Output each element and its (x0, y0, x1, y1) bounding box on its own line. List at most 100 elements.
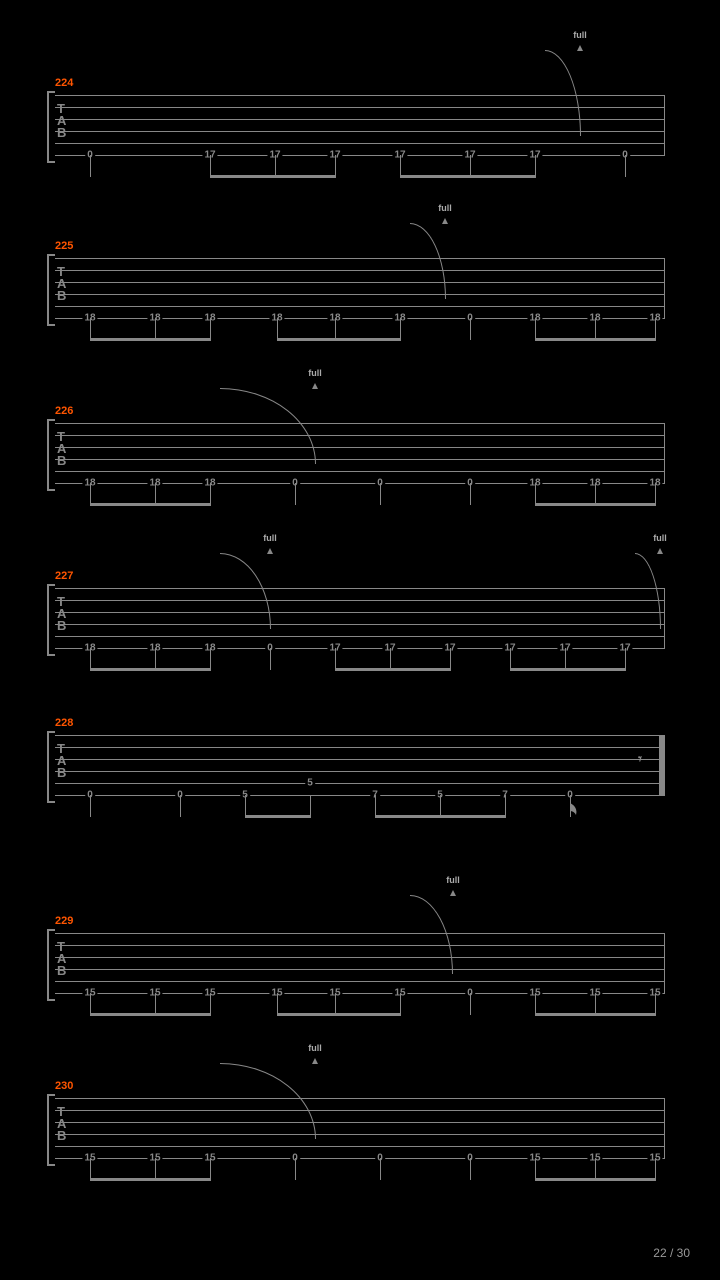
note-stem (90, 1158, 91, 1180)
note-stem (390, 648, 391, 670)
bend-label: full (653, 533, 667, 543)
beam (90, 503, 211, 506)
measure-number: 225 (55, 240, 73, 252)
note-stem (210, 1158, 211, 1180)
staff-line (55, 945, 665, 946)
tab-staff: TABfull1515151515150151515 (55, 933, 665, 993)
note-stem (155, 993, 156, 1015)
note-stem (625, 648, 626, 670)
measure-number: 227 (55, 570, 73, 582)
note-stem (90, 155, 91, 177)
measure-number: 226 (55, 405, 73, 417)
barline (664, 95, 665, 155)
staff-line (55, 783, 665, 784)
note-stem (655, 483, 656, 505)
staff-bracket (47, 1094, 55, 1166)
bend-curve (220, 388, 316, 464)
staff-line (55, 306, 665, 307)
tab-clef: TAB (57, 431, 66, 467)
staff-line (55, 282, 665, 283)
page-counter: 22 / 30 (653, 1246, 690, 1260)
note-stem (90, 318, 91, 340)
tab-clef: TAB (57, 941, 66, 977)
staff-line (55, 600, 665, 601)
note-stem (535, 318, 536, 340)
rest-icon: 𝄾 (638, 751, 642, 768)
barline (664, 588, 665, 648)
bend-curve (635, 553, 661, 629)
staff-bracket (47, 929, 55, 1001)
staff-line (55, 435, 665, 436)
bend-arrow-icon (577, 45, 583, 51)
beam (245, 815, 311, 818)
staff-line (55, 471, 665, 472)
note-stem (565, 648, 566, 670)
bend-curve (545, 50, 581, 136)
tab-measure: 225TABfull1818181818180181818 (55, 258, 665, 318)
staff-line (55, 155, 665, 156)
staff-line (55, 933, 665, 934)
staff-line (55, 624, 665, 625)
note-stem (470, 483, 471, 505)
staff-line (55, 143, 665, 144)
measure-number: 224 (55, 77, 73, 89)
tab-clef: TAB (57, 596, 66, 632)
staff-line (55, 981, 665, 982)
beam (277, 338, 401, 341)
bend-label: full (308, 1043, 322, 1053)
fret-number: 5 (305, 778, 315, 789)
staff-line (55, 423, 665, 424)
tab-measure: 228TAB00557570𝄾 (55, 735, 665, 795)
staff-line (55, 759, 665, 760)
staff-line (55, 1146, 665, 1147)
bend-curve (410, 223, 446, 299)
staff-line (55, 1098, 665, 1099)
tab-measure: 224TABfull01717171717170 (55, 95, 665, 155)
note-stem (335, 318, 336, 340)
bend-curve (410, 895, 453, 974)
note-stem (155, 483, 156, 505)
note-stem (470, 1158, 471, 1180)
staff-bracket (47, 584, 55, 656)
staff-bracket (47, 419, 55, 491)
beam (400, 175, 536, 178)
barline (664, 1098, 665, 1158)
staff-line (55, 1134, 665, 1135)
note-flag-icon (570, 803, 578, 817)
staff-bracket (47, 91, 55, 163)
bend-arrow-icon (267, 548, 273, 554)
beam (90, 1178, 211, 1181)
note-stem (380, 1158, 381, 1180)
staff-line (55, 969, 665, 970)
beam (90, 338, 211, 341)
note-stem (380, 483, 381, 505)
staff-line (55, 1110, 665, 1111)
note-stem (210, 155, 211, 177)
note-stem (450, 648, 451, 670)
staff-line (55, 735, 665, 736)
note-stem (335, 155, 336, 177)
bend-arrow-icon (657, 548, 663, 554)
staff-line (55, 447, 665, 448)
bend-arrow-icon (442, 218, 448, 224)
note-stem (440, 795, 441, 817)
note-stem (155, 1158, 156, 1180)
staff-line (55, 258, 665, 259)
beam (210, 175, 336, 178)
note-stem (595, 1158, 596, 1180)
note-stem (400, 155, 401, 177)
beam (90, 1013, 211, 1016)
note-stem (470, 155, 471, 177)
note-stem (335, 648, 336, 670)
note-stem (180, 795, 181, 817)
bend-curve (220, 1063, 316, 1139)
staff-line (55, 459, 665, 460)
note-stem (595, 993, 596, 1015)
staff-line (55, 294, 665, 295)
tab-measure: 230TABfull151515000151515 (55, 1098, 665, 1158)
beam (535, 503, 656, 506)
staff-line (55, 1122, 665, 1123)
note-stem (90, 993, 91, 1015)
measure-number: 230 (55, 1080, 73, 1092)
bend-arrow-icon (312, 383, 318, 389)
